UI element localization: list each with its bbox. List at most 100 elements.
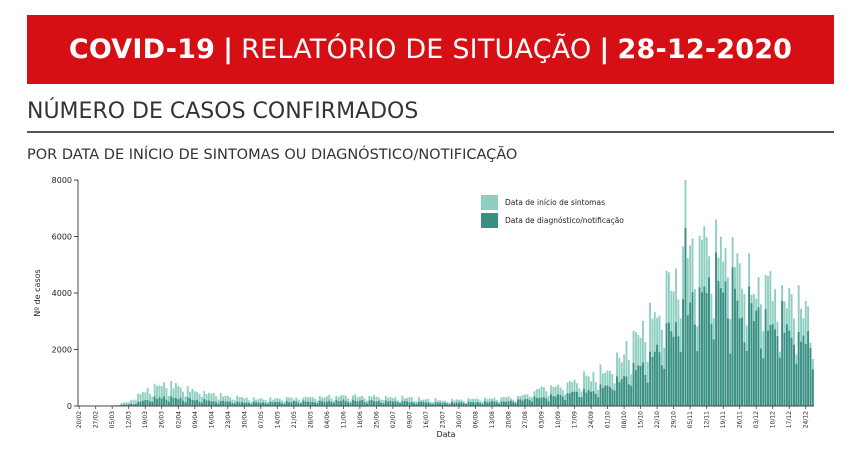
bar-diagnosis-notification bbox=[597, 397, 600, 406]
bar-symptom-onset bbox=[373, 395, 375, 406]
bar-diagnosis-notification bbox=[425, 402, 427, 406]
y-axis: 0 2000 4000 6000 8000 Nº de casos bbox=[33, 176, 79, 411]
bar-diagnosis-notification bbox=[717, 280, 720, 406]
bar-diagnosis-notification bbox=[351, 399, 354, 406]
bar-diagnosis-notification bbox=[139, 401, 142, 406]
bar-diagnosis-notification bbox=[590, 391, 593, 406]
bar-diagnosis-notification bbox=[526, 398, 529, 406]
bar-diagnosis-notification bbox=[757, 307, 760, 406]
bar-symptom-onset bbox=[417, 397, 420, 406]
bar-diagnosis-notification bbox=[165, 399, 168, 406]
bar-diagnosis-notification bbox=[488, 402, 491, 406]
bar-diagnosis-notification bbox=[557, 394, 559, 406]
bar-diagnosis-notification bbox=[642, 362, 644, 406]
bar-symptom-onset bbox=[186, 386, 189, 406]
x-tick-label: 12/03 bbox=[126, 411, 133, 428]
bar-diagnosis-notification bbox=[266, 404, 269, 406]
bar-diagnosis-notification bbox=[613, 390, 616, 406]
bar-diagnosis-notification bbox=[290, 402, 293, 406]
x-tick-label: 17/09 bbox=[572, 411, 579, 428]
bar-diagnosis-notification bbox=[325, 401, 328, 406]
bar-diagnosis-notification bbox=[601, 388, 604, 406]
bar-diagnosis-notification bbox=[160, 398, 163, 406]
bar-diagnosis-notification bbox=[483, 401, 486, 406]
x-tick-label: 26/03 bbox=[159, 411, 166, 428]
bar-symptom-onset bbox=[163, 382, 166, 406]
bar-diagnosis-notification bbox=[800, 341, 802, 406]
bar-diagnosis-notification bbox=[708, 277, 710, 406]
bar-diagnosis-notification bbox=[380, 402, 383, 406]
bar-diagnosis-notification bbox=[120, 404, 123, 406]
bar-symptom-onset bbox=[153, 383, 156, 406]
bar-diagnosis-notification bbox=[229, 401, 232, 406]
bar-diagnosis-notification bbox=[734, 288, 736, 406]
bar-diagnosis-notification bbox=[441, 403, 444, 406]
bar-symptom-onset bbox=[196, 392, 199, 406]
bar-diagnosis-notification bbox=[323, 401, 326, 406]
bar-symptom-onset bbox=[434, 398, 437, 406]
bar-symptom-onset bbox=[585, 375, 588, 406]
bar-diagnosis-notification bbox=[196, 399, 199, 406]
bar-diagnosis-notification bbox=[710, 323, 713, 406]
bar-symptom-onset bbox=[174, 383, 177, 406]
bar-diagnosis-notification bbox=[752, 321, 755, 406]
bar-symptom-onset bbox=[156, 385, 158, 406]
bar-diagnosis-notification bbox=[455, 402, 458, 406]
y-tick-label: 4000 bbox=[52, 289, 72, 298]
bar-diagnosis-notification bbox=[486, 402, 489, 406]
bar-diagnosis-notification bbox=[281, 403, 283, 406]
bar-symptom-onset bbox=[115, 404, 118, 406]
bar-symptom-onset bbox=[132, 399, 135, 406]
bar-diagnosis-notification bbox=[587, 389, 590, 406]
bar-diagnosis-notification bbox=[316, 403, 319, 406]
bar-diagnosis-notification bbox=[408, 402, 411, 406]
bar-symptom-onset bbox=[618, 358, 621, 406]
bar-diagnosis-notification bbox=[434, 402, 437, 406]
bar-diagnosis-notification bbox=[156, 399, 158, 406]
bar-diagnosis-notification bbox=[538, 398, 541, 406]
bar-diagnosis-notification bbox=[623, 376, 626, 406]
bar-diagnosis-notification bbox=[189, 398, 191, 406]
bar-diagnosis-notification bbox=[252, 401, 255, 406]
bar-symptom-onset bbox=[217, 399, 220, 406]
bar-diagnosis-notification bbox=[535, 397, 538, 406]
x-tick-label: 01/10 bbox=[605, 411, 612, 428]
y-axis-label: Nº de casos bbox=[33, 269, 42, 316]
bar-diagnosis-notification bbox=[458, 402, 460, 406]
bar-diagnosis-notification bbox=[656, 344, 659, 406]
bar-symptom-onset bbox=[627, 359, 630, 406]
bar-diagnosis-notification bbox=[215, 402, 217, 406]
bar-diagnosis-notification bbox=[646, 382, 649, 406]
bar-diagnosis-notification bbox=[691, 292, 694, 406]
bar-diagnosis-notification bbox=[696, 351, 699, 406]
bar-diagnosis-notification bbox=[741, 317, 743, 406]
bar-symptom-onset bbox=[146, 387, 149, 406]
bar-diagnosis-notification bbox=[521, 400, 524, 406]
bar-diagnosis-notification bbox=[123, 404, 125, 406]
bar-diagnosis-notification bbox=[295, 401, 298, 406]
x-tick-label: 24/12 bbox=[803, 411, 810, 428]
bar-diagnosis-notification bbox=[554, 396, 557, 406]
x-tick-label: 26/11 bbox=[737, 411, 744, 428]
x-tick-label: 28/05 bbox=[307, 411, 314, 428]
bar-symptom-onset bbox=[160, 386, 163, 406]
bar-diagnosis-notification bbox=[604, 385, 607, 406]
bar-diagnosis-notification bbox=[693, 324, 696, 406]
bar-diagnosis-notification bbox=[769, 325, 772, 406]
chart-subtitle: POR DATA DE INÍCIO DE SINTOMAS OU DIAGNÓ… bbox=[27, 147, 518, 163]
bar-diagnosis-notification bbox=[594, 394, 597, 406]
x-tick-label: 06/08 bbox=[472, 411, 479, 428]
bar-diagnosis-notification bbox=[519, 399, 522, 406]
bar-diagnosis-notification bbox=[783, 332, 786, 406]
bar-diagnosis-notification bbox=[297, 402, 300, 406]
x-tick-label: 08/10 bbox=[621, 411, 628, 428]
bar-diagnosis-notification bbox=[144, 400, 147, 406]
bar-diagnosis-notification bbox=[309, 401, 312, 406]
header-report-date: 28-12-2020 bbox=[617, 34, 793, 65]
y-tick-label: 2000 bbox=[52, 346, 72, 355]
bar-diagnosis-notification bbox=[134, 403, 137, 406]
bar-diagnosis-notification bbox=[257, 402, 260, 406]
bar-diagnosis-notification bbox=[474, 402, 477, 406]
bar-diagnosis-notification bbox=[705, 293, 708, 406]
bar-diagnosis-notification bbox=[517, 399, 519, 406]
